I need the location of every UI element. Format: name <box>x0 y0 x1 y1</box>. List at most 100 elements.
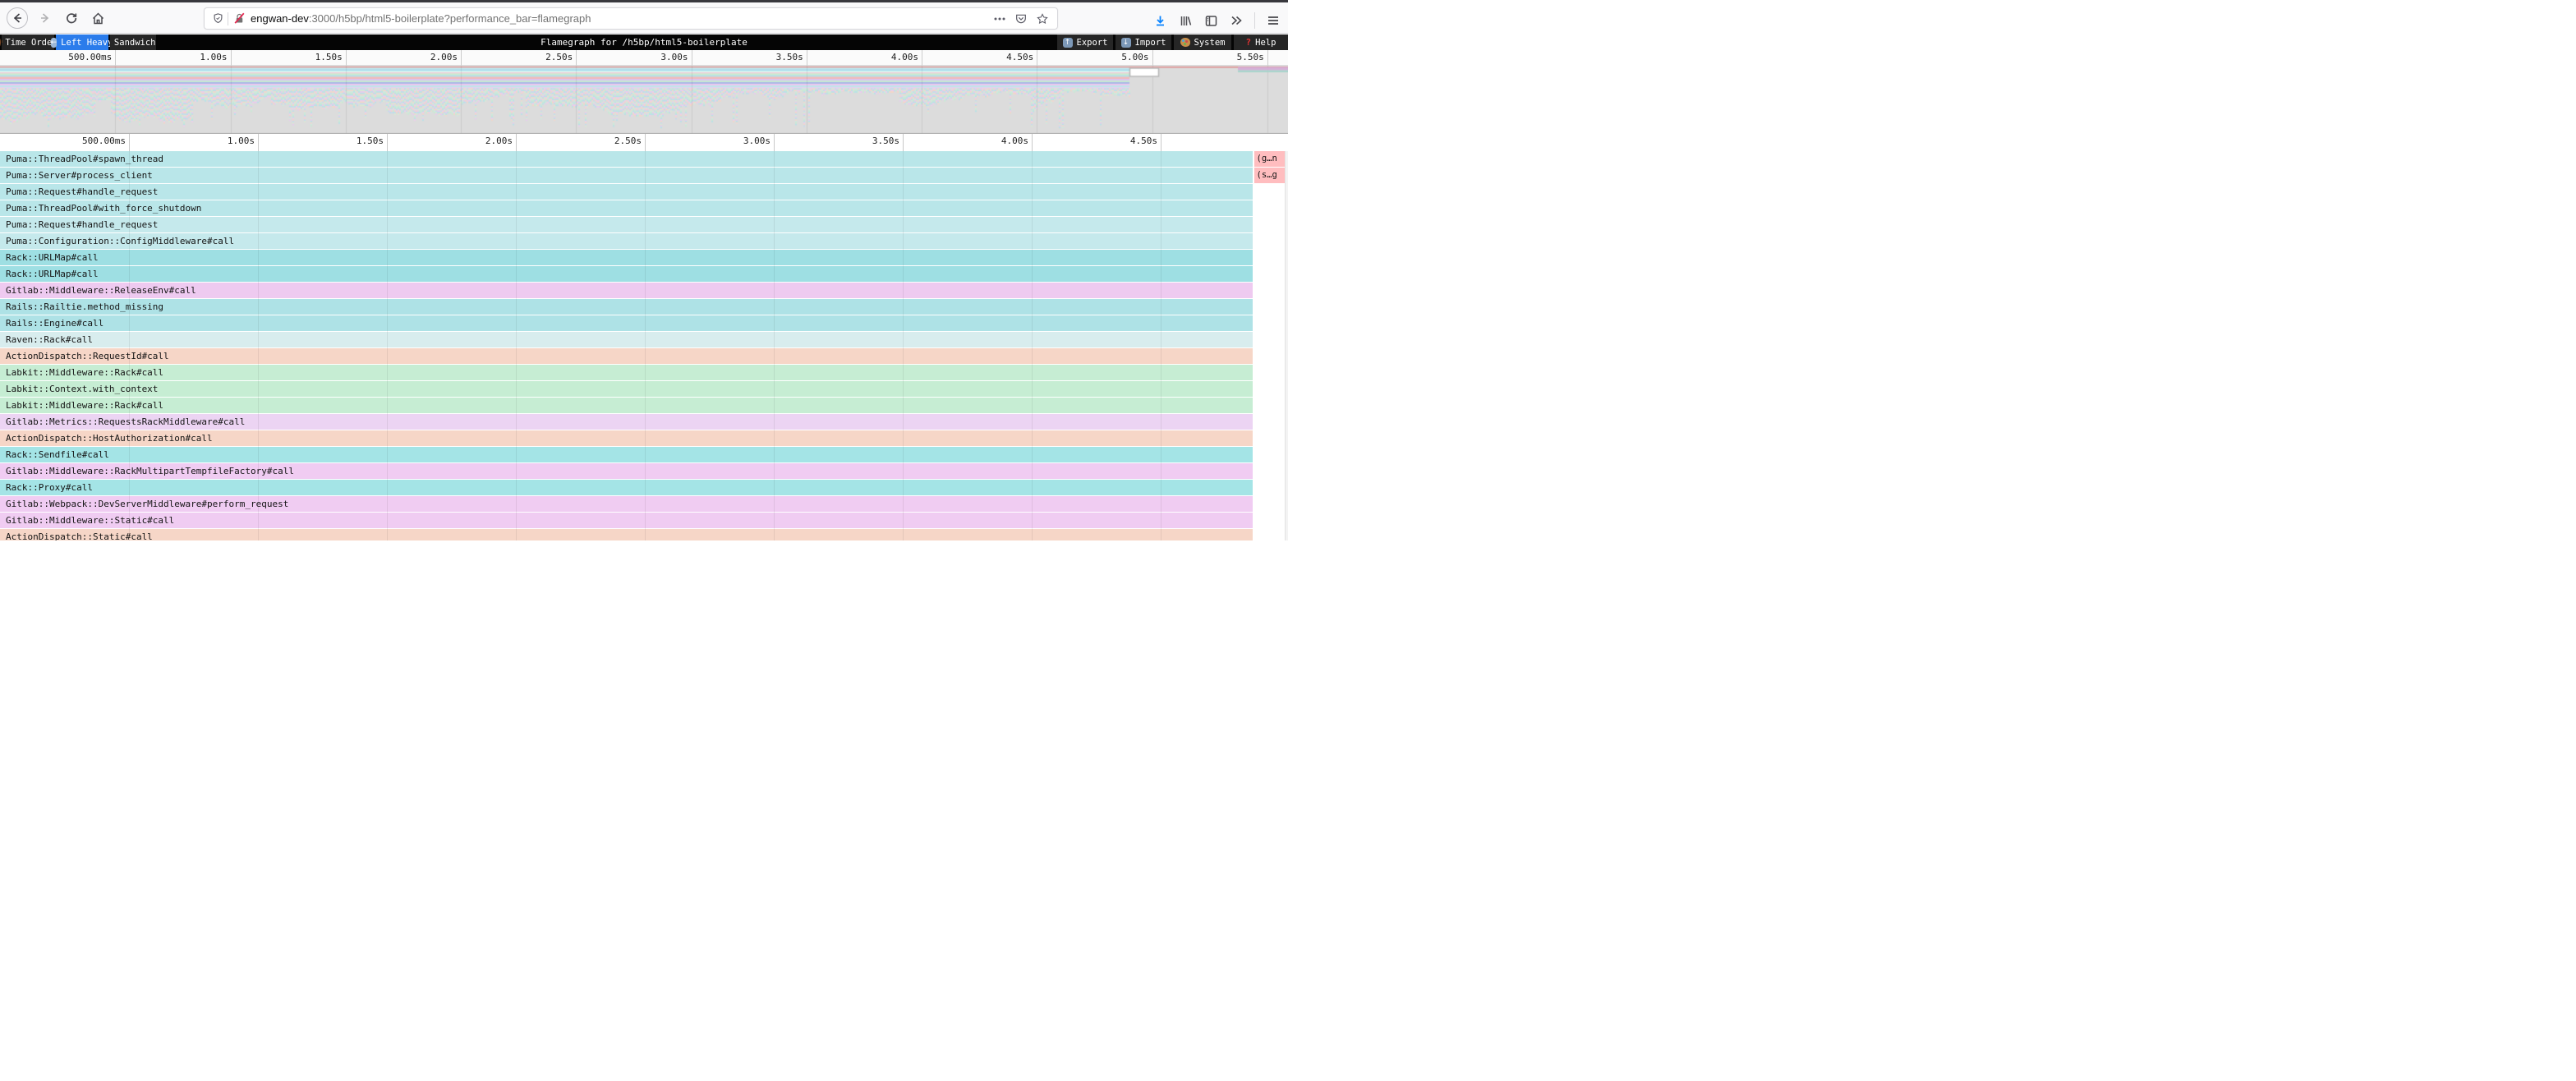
frame-bar[interactable]: Rack::Proxy#call <box>0 480 1253 495</box>
frame-row: Rails::Railtie.method_missing <box>0 299 1288 315</box>
view-tab-time-order[interactable]: Time Order <box>0 34 58 50</box>
reload-button[interactable] <box>61 7 82 29</box>
back-button[interactable] <box>7 7 28 29</box>
system-button[interactable]: System <box>1174 34 1231 50</box>
frame-bar[interactable]: ActionDispatch::RequestId#call <box>0 348 1253 364</box>
frame-label: ActionDispatch::Static#call <box>6 531 153 540</box>
frame-bar[interactable]: Labkit::Middleware::Rack#call <box>0 365 1253 380</box>
frame-row: Gitlab::Middleware::RackMultipartTempfil… <box>0 463 1288 480</box>
main-time-axis: 500.00ms 1.00s 1.50s 2.00s 2.50s 3.00s 3.50s 4.… <box>0 134 1288 151</box>
frame-row: Rails::Engine#call <box>0 315 1288 332</box>
page-actions-icon[interactable] <box>993 12 1006 25</box>
pocket-icon[interactable] <box>1014 12 1028 25</box>
help-button[interactable]: ? Help <box>1234 34 1288 50</box>
frame-row: Labkit::Context.with_context <box>0 381 1288 398</box>
frame-bar[interactable]: Rack::URLMap#call <box>0 266 1253 282</box>
speedscope-toolbar: Flamegraph for /h5bp/html5-boilerplate T… <box>0 34 1288 50</box>
view-tab-sandwich[interactable]: Sandwich <box>109 34 156 50</box>
tracking-shield-icon[interactable] <box>212 12 224 25</box>
speedscope-page: engwan-dev:3000/h5bp/html5-boilerplate?p… <box>0 0 1288 540</box>
action-label: Import <box>1134 37 1166 48</box>
vertical-scrollbar[interactable] <box>1285 151 1288 540</box>
frame-bar[interactable]: ActionDispatch::HostAuthorization#call <box>0 430 1253 446</box>
axis-tick-label: 500.00ms <box>68 52 113 62</box>
import-button[interactable]: ↓ Import <box>1116 34 1171 50</box>
frame-label: Labkit::Middleware::Rack#call <box>6 400 164 411</box>
frame-label: Puma::Configuration::ConfigMiddleware#ca… <box>6 236 235 246</box>
home-button[interactable] <box>87 7 108 29</box>
bookmark-star-icon[interactable] <box>1036 12 1049 25</box>
frame-row: Puma::Request#handle_request <box>0 184 1288 200</box>
frame-bar-truncated[interactable]: (g…n <box>1254 151 1286 167</box>
library-icon[interactable] <box>1179 14 1193 28</box>
forward-button[interactable] <box>34 7 56 29</box>
axis-tick-label: 4.00s <box>890 52 918 62</box>
axis-tick <box>645 134 646 151</box>
axis-tick-label: 3.50s <box>775 52 803 62</box>
frame-label: Puma::Request#handle_request <box>6 219 159 230</box>
reload-icon <box>67 13 77 24</box>
frame-bar[interactable]: Gitlab::Middleware::ReleaseEnv#call <box>0 283 1253 298</box>
minimap-time-axis: 500.00ms 1.00s 1.50s 2.00s 2.50s 3.00s 3.50s 4.… <box>0 50 1288 65</box>
frame-bar[interactable]: Puma::Configuration::ConfigMiddleware#ca… <box>0 233 1253 249</box>
axis-tick <box>516 134 517 151</box>
url-text[interactable]: engwan-dev:3000/h5bp/html5-boilerplate?p… <box>251 12 591 25</box>
export-button[interactable]: ↑ Export <box>1057 34 1113 50</box>
frame-row: ActionDispatch::RequestId#call <box>0 348 1288 365</box>
axis-tick <box>230 50 232 65</box>
frame-label: Gitlab::Middleware::RackMultipartTempfil… <box>6 466 294 476</box>
frame-bar[interactable]: Labkit::Middleware::Rack#call <box>0 398 1253 413</box>
frame-bar[interactable]: Rack::URLMap#call <box>0 250 1253 265</box>
browser-toolbar: engwan-dev:3000/h5bp/html5-boilerplate?p… <box>0 2 1288 34</box>
action-label: Export <box>1076 37 1108 48</box>
action-label: System <box>1194 37 1226 48</box>
frame-label: ActionDispatch::RequestId#call <box>6 351 169 361</box>
frame-label: (g…n <box>1256 154 1277 163</box>
frame-label: ActionDispatch::HostAuthorization#call <box>6 433 213 444</box>
axis-tick-label: 2.00s <box>430 52 458 62</box>
frame-label: Puma::ThreadPool#with_force_shutdown <box>6 203 202 214</box>
frame-bar[interactable]: Rails::Railtie.method_missing <box>0 299 1253 315</box>
frame-label: Gitlab::Metrics::RequestsRackMiddleware#… <box>6 416 246 427</box>
view-tab-left-heavy[interactable]: ← Left Heavy <box>50 34 113 50</box>
frame-bar[interactable]: Puma::Request#handle_request <box>0 184 1253 200</box>
frame-row: Labkit::Middleware::Rack#call <box>0 398 1288 414</box>
frame-bar[interactable]: Gitlab::Middleware::Static#call <box>0 513 1253 528</box>
frame-row: Gitlab::Metrics::RequestsRackMiddleware#… <box>0 414 1288 430</box>
frame-label: Rails::Engine#call <box>6 318 104 329</box>
axis-tick-label: 4.50s <box>1006 52 1034 62</box>
url-bar[interactable]: engwan-dev:3000/h5bp/html5-boilerplate?p… <box>204 7 1058 30</box>
insecure-lock-icon[interactable] <box>233 12 246 25</box>
frame-bar[interactable]: Puma::Request#handle_request <box>0 217 1253 232</box>
frame-bar[interactable]: Labkit::Context.with_context <box>0 381 1253 397</box>
frame-bar[interactable]: Raven::Rack#call <box>0 332 1253 347</box>
frame-bar[interactable]: ActionDispatch::Static#call <box>0 529 1253 540</box>
frame-label: (s…g <box>1256 170 1277 180</box>
frame-row: Puma::ThreadPool#with_force_shutdown <box>0 200 1288 217</box>
frame-bar[interactable]: Gitlab::Metrics::RequestsRackMiddleware#… <box>0 414 1253 430</box>
frame-bar[interactable]: Puma::ThreadPool#with_force_shutdown <box>0 200 1253 216</box>
frame-label: Puma::ThreadPool#spawn_thread <box>6 154 164 164</box>
frame-row: Puma::Request#handle_request <box>0 217 1288 233</box>
axis-tick-label: 3.00s <box>660 52 688 62</box>
sidebar-icon[interactable] <box>1204 14 1218 28</box>
frame-bar[interactable]: Gitlab::Webpack::DevServerMiddleware#per… <box>0 496 1253 512</box>
frame-row: ActionDispatch::HostAuthorization#call <box>0 430 1288 447</box>
frame-bar[interactable]: Puma::ThreadPool#spawn_thread <box>0 151 1253 167</box>
left-arrow-icon: ← <box>50 37 58 48</box>
frame-label: Rack::Sendfile#call <box>6 449 109 460</box>
frame-bar[interactable]: Rails::Engine#call <box>0 315 1253 331</box>
overflow-chevrons-icon[interactable] <box>1230 14 1243 27</box>
frame-bar[interactable]: Gitlab::Middleware::RackMultipartTempfil… <box>0 463 1253 479</box>
hamburger-menu-icon[interactable] <box>1267 14 1280 27</box>
axis-tick <box>1161 134 1162 151</box>
frame-row: Rack::Proxy#call <box>0 480 1288 496</box>
frame-row: Labkit::Middleware::Rack#call <box>0 365 1288 381</box>
tab-label: Time Order <box>5 37 58 48</box>
axis-tick <box>576 50 577 65</box>
frame-bar[interactable]: Rack::Sendfile#call <box>0 447 1253 462</box>
frame-bar-truncated[interactable]: (s…g <box>1254 168 1286 183</box>
downloads-icon[interactable] <box>1153 14 1167 28</box>
frame-bar[interactable]: Puma::Server#process_client <box>0 168 1253 183</box>
minimap-flamegraph[interactable] <box>0 65 1288 134</box>
